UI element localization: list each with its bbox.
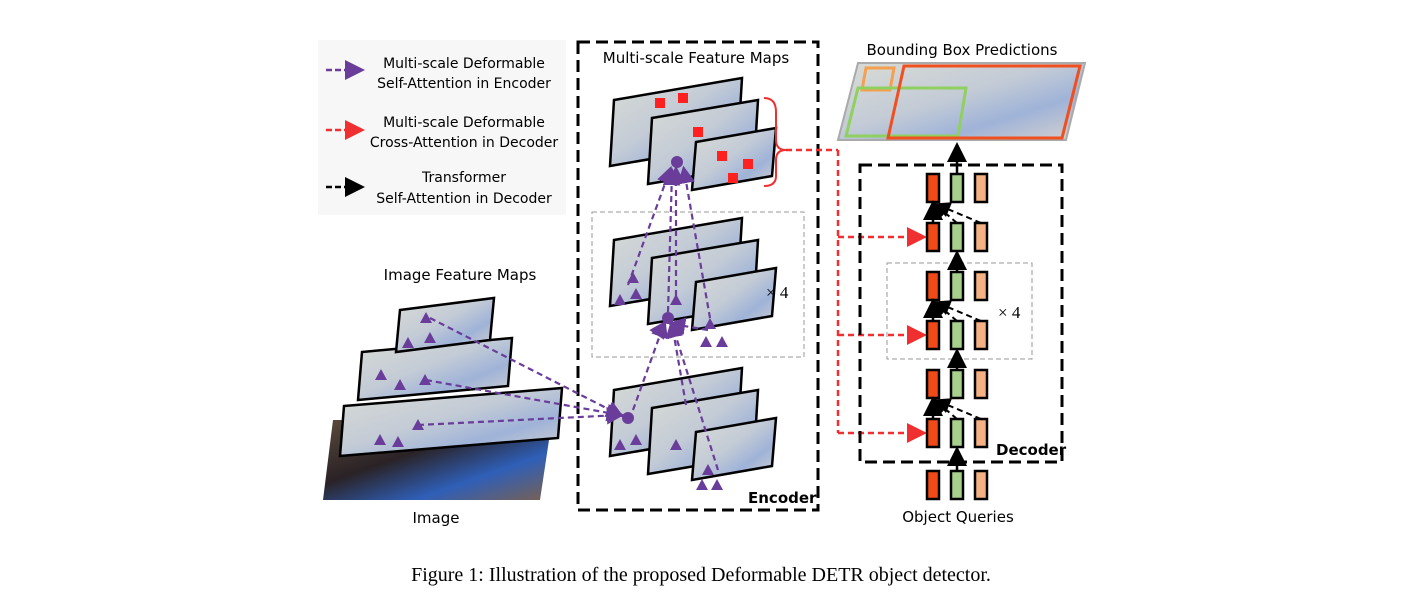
- encoder-attention-arrow: [649, 320, 667, 340]
- sampling-triangle-icon: [374, 434, 386, 445]
- sampling-triangle-icon: [716, 336, 728, 347]
- query-cell-row3-col0: [925, 319, 941, 351]
- query-cell-row6-col2: [973, 469, 989, 501]
- prediction-image: [836, 62, 1087, 141]
- sampling-triangle-icon: [392, 436, 404, 447]
- encoder-attention-arrow: [631, 319, 668, 411]
- legend-item-3-line1: Transformer: [421, 170, 506, 186]
- query-cell-row2-col2: [973, 270, 989, 302]
- query-cell-row5-col1: [949, 417, 965, 449]
- self-attention-arrow: [932, 398, 958, 420]
- bbox-predictions-label: Bounding Box Predictions: [867, 41, 1058, 59]
- sampling-triangle-icon: [704, 318, 716, 329]
- sampling-triangle-icon: [670, 294, 682, 305]
- query-cell-row6-col0: [925, 469, 941, 501]
- encoder-attention-arrow: [429, 317, 624, 418]
- multiscale-feature-maps-label: Multi-scale Feature Maps: [603, 49, 790, 67]
- bbox-orange: [860, 66, 896, 92]
- query-cell-row1-col2: [973, 221, 989, 253]
- encoder-attention-arrow: [667, 319, 720, 471]
- query-cell-row2-col0: [925, 270, 941, 302]
- sampling-triangle-icon: [419, 374, 431, 385]
- sampling-square-icon: [655, 98, 665, 108]
- sampling-square-icon: [743, 159, 753, 169]
- bbox-red: [886, 64, 1082, 140]
- feature-map-level-2-c: [690, 416, 778, 482]
- query-cell-row5-col0: [925, 417, 941, 449]
- bounding-box-predictions: Bounding Box Predictions: [836, 41, 1087, 141]
- sampling-square-icon: [728, 173, 738, 183]
- query-cell-row1-col0: [925, 221, 941, 253]
- reference-point-icon: [622, 412, 634, 424]
- reference-point-icon: [662, 312, 674, 324]
- query-cell-row3-col1: [949, 319, 965, 351]
- self-attention-arrow: [932, 202, 958, 224]
- encoder-box: [576, 40, 820, 512]
- legend-item-2-line1: Multi-scale Deformable: [383, 115, 545, 131]
- sampling-square-icon: [693, 127, 703, 137]
- figure-caption: Figure 1: Illustration of the proposed D…: [411, 564, 991, 586]
- query-cell-row4-col0: [925, 368, 941, 400]
- query-cell-row0-col2: [973, 172, 989, 204]
- object-queries-label: Object Queries: [902, 508, 1014, 526]
- legend-item-1-line2: Self-Attention in Encoder: [377, 76, 551, 92]
- sampling-triangle-icon: [614, 439, 626, 450]
- query-cell-row3-col2: [973, 319, 989, 351]
- query-cell-row1-col1: [949, 221, 965, 253]
- image-feature-map-large: [338, 386, 564, 458]
- self-attention-arrow: [934, 398, 982, 420]
- bbox-green: [844, 86, 968, 138]
- feature-map-level-1-c: [690, 266, 778, 332]
- encoder-attention-arrow: [417, 406, 625, 427]
- sampling-triangle-icon: [711, 479, 723, 490]
- query-cell-row4-col1: [949, 368, 965, 400]
- sampling-triangle-icon: [420, 312, 432, 323]
- sampling-triangle-icon: [700, 336, 712, 347]
- decoder-repeat-label: × 4: [998, 303, 1021, 322]
- query-cell-row0-col1: [949, 172, 965, 204]
- sampling-triangle-icon: [670, 439, 682, 450]
- legend-item-1-line1: Multi-scale Deformable: [383, 56, 545, 72]
- encoder-label: Encoder: [748, 489, 817, 507]
- sampling-triangle-icon: [424, 332, 436, 343]
- sampling-triangle-icon: [702, 464, 714, 475]
- decoder-label: Decoder: [996, 441, 1067, 459]
- encoder-attention-arrow: [665, 319, 688, 406]
- sampling-triangle-icon: [402, 337, 414, 348]
- encoder-attention-arrow: [677, 165, 712, 319]
- self-attention-arrow: [934, 300, 982, 322]
- query-cell-row0-col0: [925, 172, 941, 204]
- encoder-attention-arrow: [662, 167, 681, 313]
- query-cell-row5-col2: [973, 417, 989, 449]
- query-cell-row2-col1: [949, 270, 965, 302]
- image-feature-maps: Image Feature Maps Image: [323, 266, 564, 527]
- sampling-square-icon: [717, 151, 727, 161]
- image-label: Image: [413, 509, 460, 527]
- sampling-triangle-icon: [696, 479, 708, 490]
- encoder-attention-arrow: [626, 165, 674, 286]
- legend: Multi-scale Deformable Self-Attention in…: [318, 40, 566, 215]
- self-attention-arrow: [934, 202, 982, 224]
- sampling-square-icon: [678, 93, 688, 103]
- encoder: Multi-scale Feature Maps × 4 Encoder: [417, 40, 927, 512]
- sampling-triangle-icon: [394, 379, 406, 390]
- encoder-repeat-label: × 4: [766, 283, 789, 302]
- image-feature-maps-label: Image Feature Maps: [384, 266, 537, 284]
- encoder-attention-arrow: [425, 378, 625, 422]
- decoder: × 4 Decoder Object Queries: [858, 142, 1067, 526]
- reference-point-icon: [671, 156, 683, 168]
- self-attention-arrow: [932, 300, 958, 322]
- legend-item-2-line2: Cross-Attention in Decoder: [370, 135, 559, 151]
- sampling-triangle-icon: [375, 369, 387, 380]
- sampling-triangle-icon: [630, 434, 642, 445]
- query-cell-row6-col1: [949, 469, 965, 501]
- encoder-repeat-box: [591, 211, 805, 358]
- sampling-triangle-icon: [614, 294, 626, 305]
- query-cell-row4-col2: [973, 368, 989, 400]
- sampling-triangle-icon: [630, 288, 642, 299]
- legend-item-3-line2: Self-Attention in Decoder: [376, 191, 552, 207]
